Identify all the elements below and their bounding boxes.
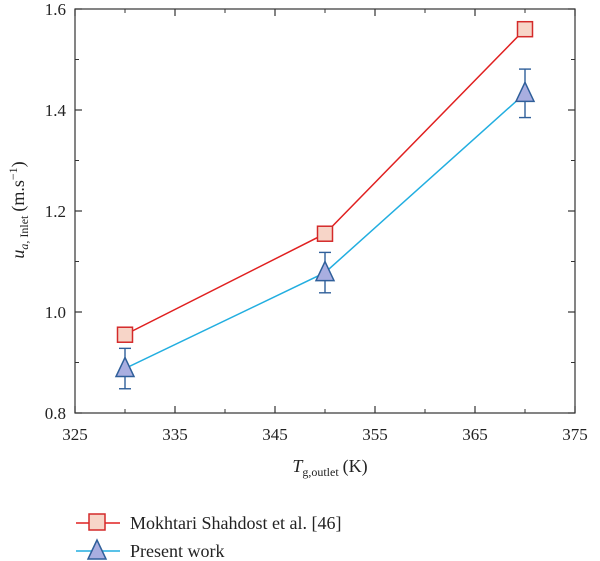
legend-marker-square <box>88 513 106 531</box>
y-tick-label: 1.2 <box>45 202 66 221</box>
y-tick-label: 1.0 <box>45 303 66 322</box>
data-point-triangle <box>514 80 536 103</box>
legend-item-present-work: Present work <box>76 538 224 561</box>
legend-label-present-work: Present work <box>130 541 224 561</box>
plot-area <box>74 8 576 414</box>
x-tick-label: 365 <box>462 425 488 444</box>
legend: Mokhtari Shahdost et al. [46] Present wo… <box>76 513 341 561</box>
y-tick-label: 0.8 <box>45 404 66 423</box>
series-lines <box>124 28 526 370</box>
x-tick-label: 355 <box>362 425 388 444</box>
x-tick-label: 345 <box>262 425 288 444</box>
data-point-triangle <box>114 355 136 378</box>
x-tick-label: 335 <box>162 425 188 444</box>
data-point-triangle <box>314 259 336 282</box>
data-point-square <box>516 20 534 38</box>
x-tick-label: 325 <box>62 425 88 444</box>
legend-marker-triangle <box>86 538 108 560</box>
y-tick-label: 1.6 <box>45 0 66 19</box>
error-bars <box>119 68 531 390</box>
data-point-square <box>116 326 134 343</box>
data-markers <box>114 20 536 378</box>
y-tick-label: 1.4 <box>45 101 67 120</box>
legend-label-mokhtari: Mokhtari Shahdost et al. [46] <box>130 513 341 533</box>
x-axis-label: Tg,outlet (K) <box>292 456 367 479</box>
axis-ticks <box>74 8 576 414</box>
plot-frame <box>74 8 576 414</box>
x-tick-label: 375 <box>562 425 588 444</box>
legend-item-mokhtari: Mokhtari Shahdost et al. [46] <box>76 513 341 533</box>
y-axis-label: ua, Inlet(m.s−1) <box>6 161 31 258</box>
data-point-square <box>316 225 334 242</box>
